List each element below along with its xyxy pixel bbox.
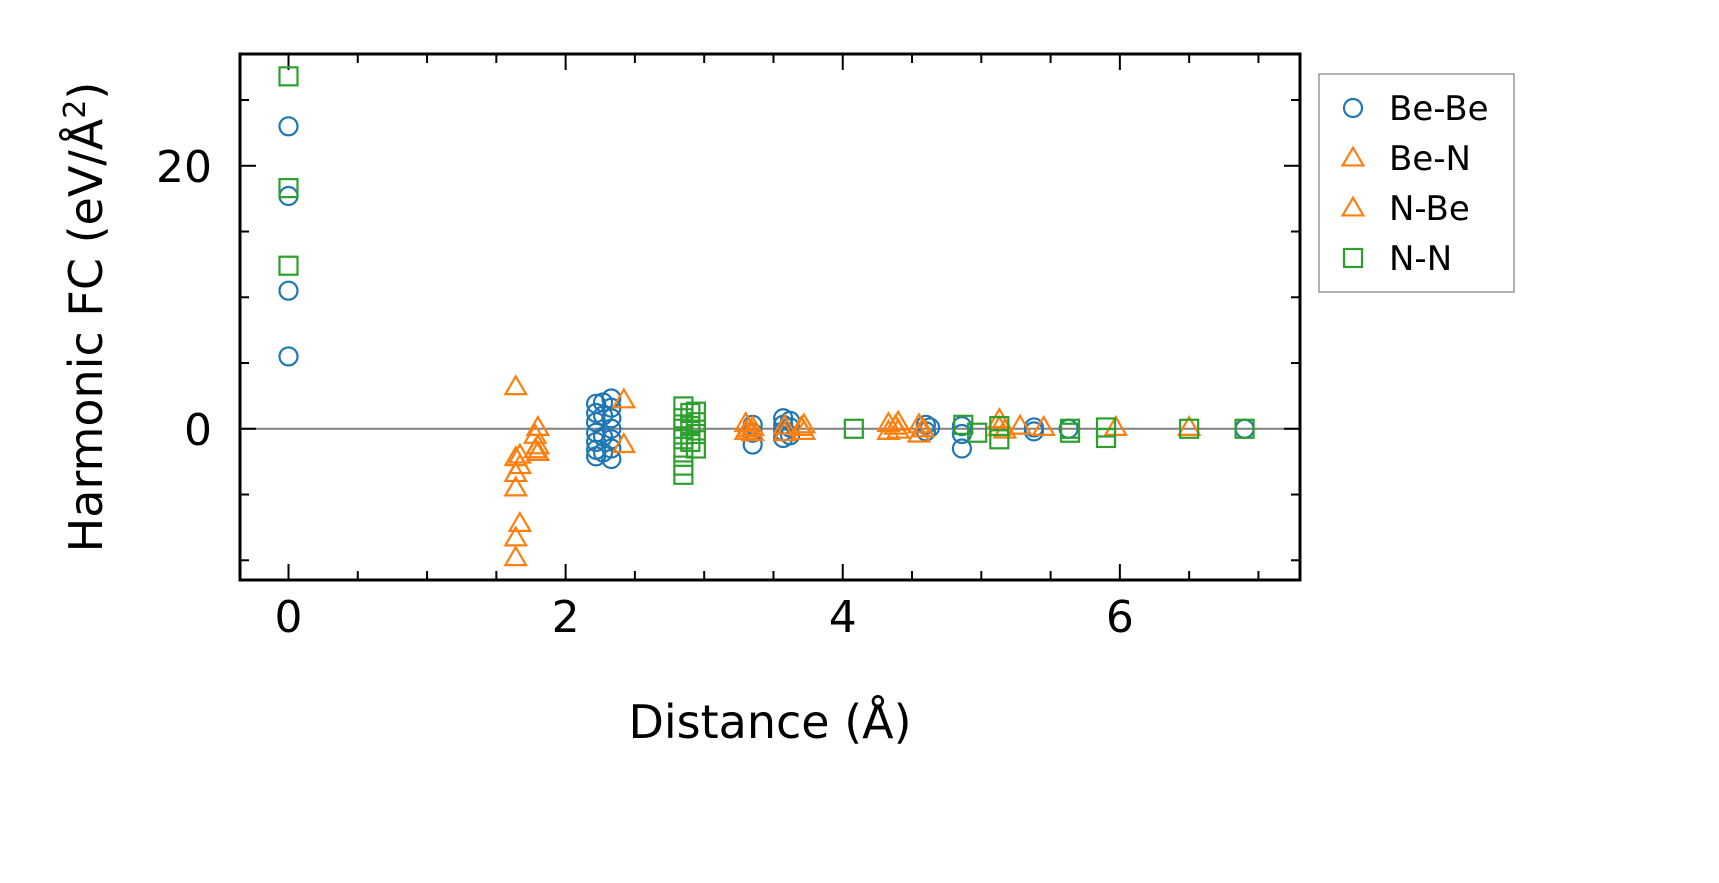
legend-item-n-n: N-N	[1342, 239, 1452, 279]
x-axis-label: Distance (Å)	[628, 695, 911, 749]
data-point-n-n	[673, 396, 694, 417]
data-point-n-be	[992, 417, 1018, 439]
data-point-n-n	[843, 418, 864, 439]
data-point-be-n	[740, 420, 765, 442]
data-point-be-be	[278, 346, 299, 367]
data-point-n-be	[522, 422, 548, 444]
x-tick-label: 0	[274, 592, 302, 643]
axis-ticks	[240, 54, 1300, 580]
data-point-n-n	[680, 416, 701, 437]
data-point-n-n	[953, 414, 974, 435]
data-point-n-n	[685, 412, 706, 433]
data-point-be-n	[876, 410, 901, 433]
data-point-be-n	[503, 475, 529, 497]
y-axis-label-main: Harmonic FC (eV/Å	[59, 118, 113, 552]
data-point-be-n	[507, 453, 533, 475]
y-axis-label-superscript: 2	[58, 100, 93, 119]
data-point-be-be	[601, 438, 622, 459]
legend-label: N-Be	[1389, 189, 1470, 229]
data-point-be-n	[740, 414, 765, 437]
data-point-n-n	[1095, 427, 1117, 449]
data-point-be-n	[1007, 413, 1033, 435]
data-point-be-n	[503, 374, 529, 396]
y-tick-label: 20	[156, 142, 212, 193]
tick-labels: 0 2 4 6 0 20	[156, 142, 1134, 643]
legend-label: Be-Be	[1389, 89, 1489, 129]
y-axis-label-close: )	[59, 82, 113, 100]
data-point-be-n	[772, 420, 797, 442]
legend-item-be-n: Be-N	[1340, 139, 1471, 179]
data-point-be-n	[503, 545, 529, 567]
y-axis-label: Harmonic FC (eV/Å2)	[58, 82, 114, 553]
legend-marker-be-be	[1342, 97, 1364, 119]
data-point-n-n	[1059, 422, 1081, 443]
data-markers	[278, 66, 1255, 567]
data-point-be-be	[278, 185, 299, 207]
data-point-n-n	[680, 431, 701, 453]
data-point-n-n	[278, 178, 299, 199]
data-point-n-n	[685, 438, 706, 459]
data-point-n-n	[673, 464, 694, 485]
data-point-be-n	[611, 432, 637, 454]
data-point-be-be	[601, 388, 622, 409]
data-point-be-be	[951, 438, 973, 459]
data-point-be-n	[507, 442, 533, 464]
data-point-be-n	[772, 413, 797, 435]
data-point-n-n	[989, 429, 1010, 450]
legend-marker-be-n	[1340, 145, 1366, 167]
plot-area	[238, 52, 1302, 582]
data-point-n-n	[685, 401, 706, 422]
data-point-n-n	[685, 423, 706, 445]
data-point-be-be	[1023, 421, 1045, 442]
data-point-be-n	[906, 412, 932, 434]
data-point-be-n	[507, 510, 533, 533]
data-point-n-be	[522, 437, 548, 459]
data-point-be-be	[278, 116, 299, 137]
series-n-be	[522, 413, 1018, 459]
data-point-be-n	[611, 387, 637, 409]
data-point-n-be	[883, 413, 908, 435]
data-point-n-be	[736, 416, 761, 438]
data-point-n-n	[989, 416, 1010, 437]
data-point-n-n	[967, 422, 988, 443]
x-tick-label: 6	[1106, 592, 1134, 643]
data-point-n-n	[1095, 417, 1117, 438]
data-point-n-n	[278, 66, 299, 87]
series-be-be	[278, 116, 1255, 470]
data-point-be-be	[951, 416, 973, 437]
legend: Be-Be Be-N N-Be N-N	[1318, 73, 1515, 293]
y-tick-label: 0	[184, 405, 212, 456]
legend-box	[1318, 73, 1515, 293]
data-point-n-be	[788, 414, 814, 437]
data-point-n-be	[910, 416, 936, 438]
legend-marker-n-be	[1340, 195, 1366, 217]
legend-item-n-be: N-Be	[1340, 189, 1470, 229]
data-point-be-be	[601, 448, 622, 470]
data-point-be-be	[601, 418, 622, 439]
data-point-n-n	[1179, 418, 1200, 439]
data-point-n-n	[673, 418, 694, 439]
data-point-be-be	[601, 408, 622, 429]
data-point-be-n	[1176, 414, 1202, 437]
data-point-n-n	[673, 442, 694, 463]
legend-item-be-be: Be-Be	[1342, 89, 1489, 129]
data-point-be-n	[1031, 414, 1056, 437]
data-point-n-n	[1234, 418, 1255, 439]
x-tick-label: 4	[829, 592, 857, 643]
legend-label: N-N	[1389, 239, 1452, 279]
x-tick-label: 2	[552, 592, 580, 643]
data-point-n-n	[673, 408, 694, 429]
series-n-n	[278, 66, 1255, 485]
legend-label: Be-N	[1389, 139, 1471, 179]
series-be-n	[503, 374, 1202, 567]
legend-marker-n-n	[1342, 247, 1364, 269]
data-point-n-n	[278, 255, 299, 276]
data-point-be-be	[278, 280, 299, 301]
